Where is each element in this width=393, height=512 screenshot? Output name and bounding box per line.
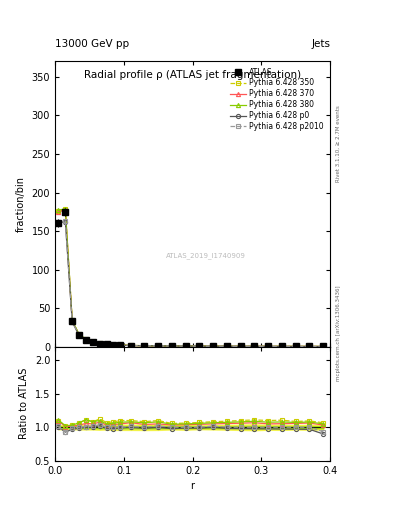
Legend: ATLAS, Pythia 6.428 350, Pythia 6.428 370, Pythia 6.428 380, Pythia 6.428 p0, Py: ATLAS, Pythia 6.428 350, Pythia 6.428 37… xyxy=(227,65,326,134)
Y-axis label: fraction/bin: fraction/bin xyxy=(16,176,26,232)
X-axis label: r: r xyxy=(191,481,195,491)
Text: Rivet 3.1.10, ≥ 2.7M events: Rivet 3.1.10, ≥ 2.7M events xyxy=(336,105,341,182)
Text: mcplots.cern.ch [arXiv:1306.3436]: mcplots.cern.ch [arXiv:1306.3436] xyxy=(336,285,341,380)
Text: Jets: Jets xyxy=(311,38,330,49)
Text: ATLAS_2019_I1740909: ATLAS_2019_I1740909 xyxy=(166,252,246,259)
Text: Radial profile ρ (ATLAS jet fragmentation): Radial profile ρ (ATLAS jet fragmentatio… xyxy=(84,70,301,80)
Y-axis label: Ratio to ATLAS: Ratio to ATLAS xyxy=(19,368,29,439)
Text: 13000 GeV pp: 13000 GeV pp xyxy=(55,38,129,49)
